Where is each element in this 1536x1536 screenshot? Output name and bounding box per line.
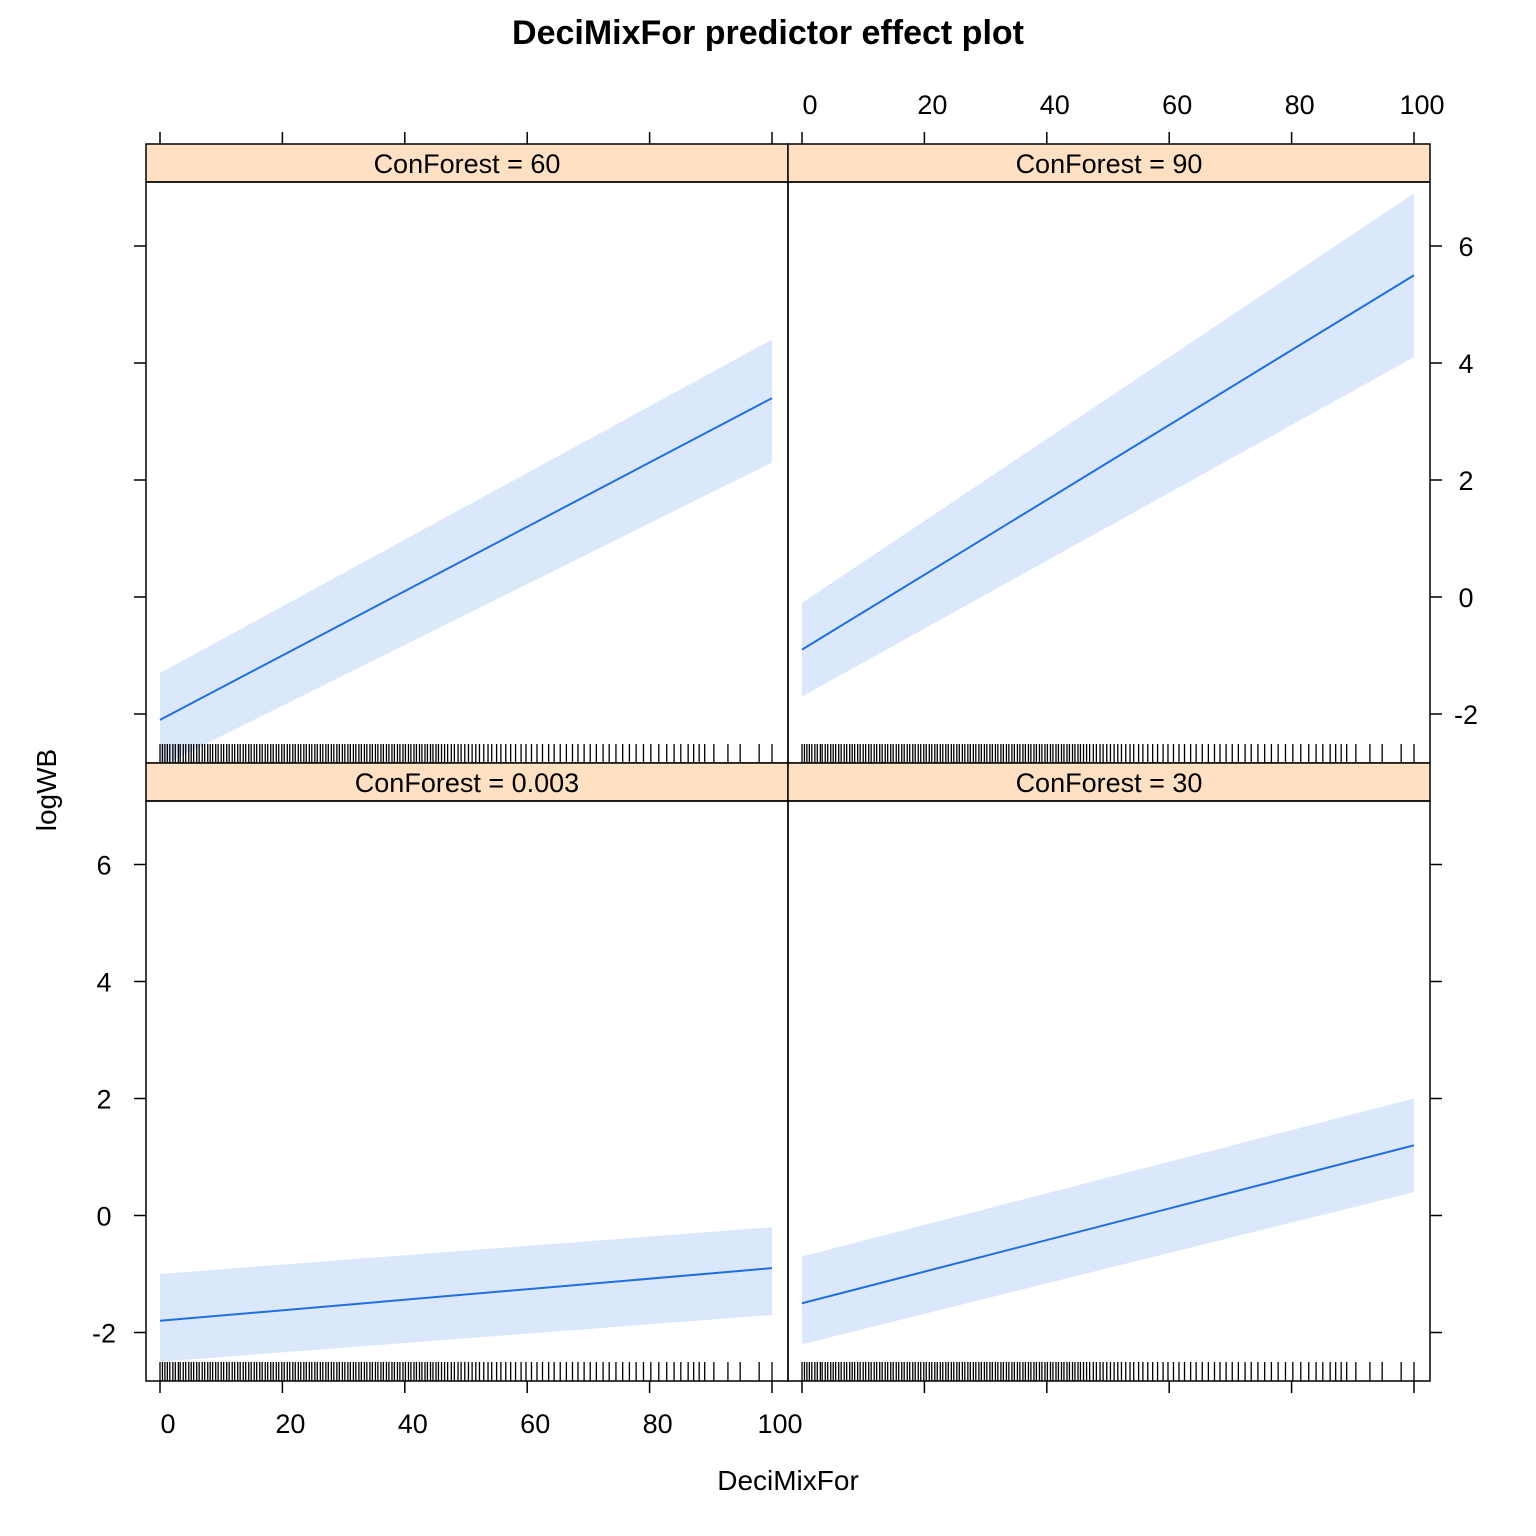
- x-tick-label-bottom: 60: [520, 1409, 550, 1439]
- panel-1: ConForest = 60: [145, 143, 789, 764]
- panels-group: ConForest = 60 ConForest = 90 ConForest = …: [92, 90, 1478, 1439]
- strip-background: [145, 762, 789, 802]
- chart-title: DeciMixFor predictor effect plot: [512, 14, 1024, 52]
- panel-2: ConForest = 90: [787, 143, 1431, 764]
- effect-line: [801, 274, 1415, 651]
- y-tick-label-left: -2: [92, 1319, 116, 1349]
- x-tick-label-bottom: 100: [757, 1409, 802, 1439]
- y-tick-label-left: 2: [96, 1085, 111, 1115]
- y-axis-label: logWB: [31, 749, 62, 831]
- panel-4: ConForest = 30: [787, 762, 1431, 1382]
- y-axes: -2 -2 0 0 2 2 4 4 6 6: [92, 232, 1478, 1349]
- rug-marks: [159, 1362, 773, 1381]
- confidence-band: [802, 1098, 1414, 1345]
- x-tick-label-top: 100: [1399, 90, 1444, 120]
- y-tick-label-left: 4: [96, 968, 111, 998]
- panel-border: [787, 800, 1431, 1382]
- y-tick-label-left: 6: [96, 851, 111, 881]
- strip-background: [787, 762, 1431, 802]
- x-tick-label-top: 40: [1040, 90, 1070, 120]
- panel-3: ConForest = 0.003: [145, 762, 789, 1382]
- effect-line: [801, 1144, 1415, 1305]
- x-tick-label-bottom: 20: [275, 1409, 305, 1439]
- strip-label: ConForest = 60: [374, 149, 561, 179]
- y-tick-label-right: 2: [1458, 466, 1473, 496]
- strip-background: [787, 143, 1431, 183]
- x-tick-label-top: 60: [1162, 90, 1192, 120]
- x-tick-label-top: 20: [917, 90, 947, 120]
- x-tick-label-top: 0: [802, 90, 817, 120]
- y-tick-label-left: 0: [96, 1202, 111, 1232]
- rug-marks: [801, 744, 1415, 763]
- y-tick-label-right: 0: [1458, 583, 1473, 613]
- rug-marks: [159, 744, 773, 763]
- y-tick-label-right: -2: [1454, 700, 1478, 730]
- x-axis-label: DeciMixFor: [717, 1465, 859, 1496]
- x-tick-label-bottom: 80: [643, 1409, 673, 1439]
- confidence-band: [160, 339, 772, 763]
- y-tick-label-right: 4: [1458, 349, 1473, 379]
- strip-label: ConForest = 30: [1016, 768, 1203, 798]
- confidence-band: [802, 193, 1414, 697]
- effect-line: [159, 397, 773, 721]
- effect-line: [159, 1267, 773, 1322]
- strip-label: ConForest = 0.003: [355, 768, 579, 798]
- x-tick-label-top: 80: [1285, 90, 1315, 120]
- strip-label: ConForest = 90: [1016, 149, 1203, 179]
- rug-marks: [801, 1362, 1415, 1381]
- x-tick-label-bottom: 40: [398, 1409, 428, 1439]
- x-tick-label-bottom: 0: [160, 1409, 175, 1439]
- x-axes: 0 0 20 20 40 40 60 60 80 80 100 100: [159, 90, 1445, 1439]
- y-tick-label-right: 6: [1458, 232, 1473, 262]
